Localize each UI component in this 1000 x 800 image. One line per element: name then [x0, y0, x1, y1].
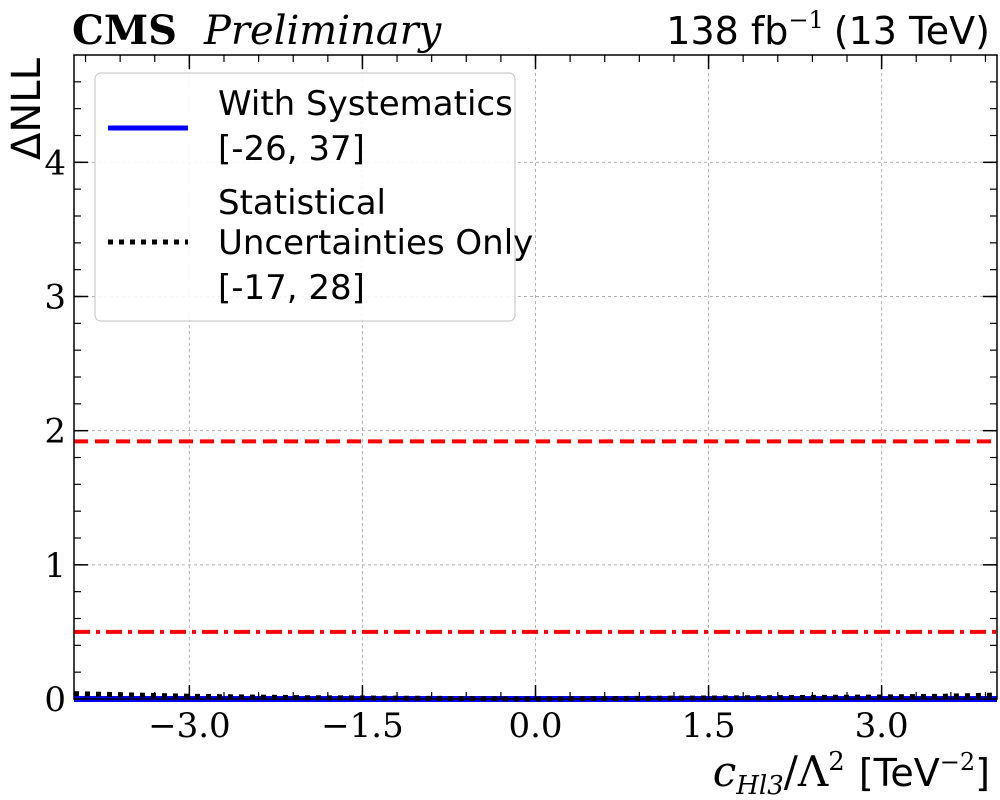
legend-box	[94, 72, 516, 322]
tick-labels: −3.0 −1.5 0.0 1.5 3.0 0 1 2 3 4	[44, 143, 908, 746]
y-axis-label: ΔNLL	[4, 57, 50, 160]
lumi-exponent: −1	[788, 6, 823, 34]
x-tick-label: −3.0	[148, 706, 231, 746]
x-axis-label-sub: Hl3	[735, 771, 784, 800]
x-tick-label: 1.5	[682, 706, 736, 746]
x-axis-label: cHl3/Λ2 [TeV−2]	[713, 747, 990, 800]
axes	[73, 54, 998, 700]
y-tick-label: 2	[44, 412, 66, 452]
legend-interval-with-systematics: [-26, 37]	[218, 129, 365, 169]
y-tick-label: 4	[44, 143, 66, 183]
y-tick-label: 3	[44, 278, 66, 318]
legend-label-statistical-line1: Statistical	[218, 183, 386, 223]
legend: With Systematics [-26, 37] Statistical U…	[94, 72, 533, 322]
y-tick-label: 0	[44, 680, 66, 720]
x-tick-label: 0.0	[508, 706, 562, 746]
x-axis-label-unit: [TeV	[859, 751, 940, 795]
lumi-value: 138 fb	[666, 9, 788, 53]
legend-label-statistical-line2: Uncertainties Only	[218, 223, 533, 263]
lumi-label: 138 fb−1 (13 TeV)	[666, 6, 990, 53]
x-axis-label-denom: /Λ	[784, 747, 829, 796]
x-axis-label-main: c	[713, 747, 737, 796]
x-axis-label-denom-exp: 2	[828, 747, 845, 777]
legend-interval-statistical-only: [-17, 28]	[218, 268, 365, 308]
x-tick-label: 3.0	[855, 706, 909, 746]
experiment-label: CMS	[72, 7, 177, 54]
x-axis-label-unit-exp: −2	[940, 748, 975, 776]
series-line-1	[73, 691, 998, 702]
energy-value: (13 TeV)	[834, 9, 990, 53]
x-axis-label-unit-close: ]	[975, 751, 990, 795]
grid	[74, 55, 997, 699]
y-tick-label: 1	[44, 546, 66, 586]
x-tick-label: −1.5	[321, 706, 404, 746]
status-label: Preliminary	[203, 8, 443, 54]
legend-label-with-systematics: With Systematics	[218, 84, 513, 124]
